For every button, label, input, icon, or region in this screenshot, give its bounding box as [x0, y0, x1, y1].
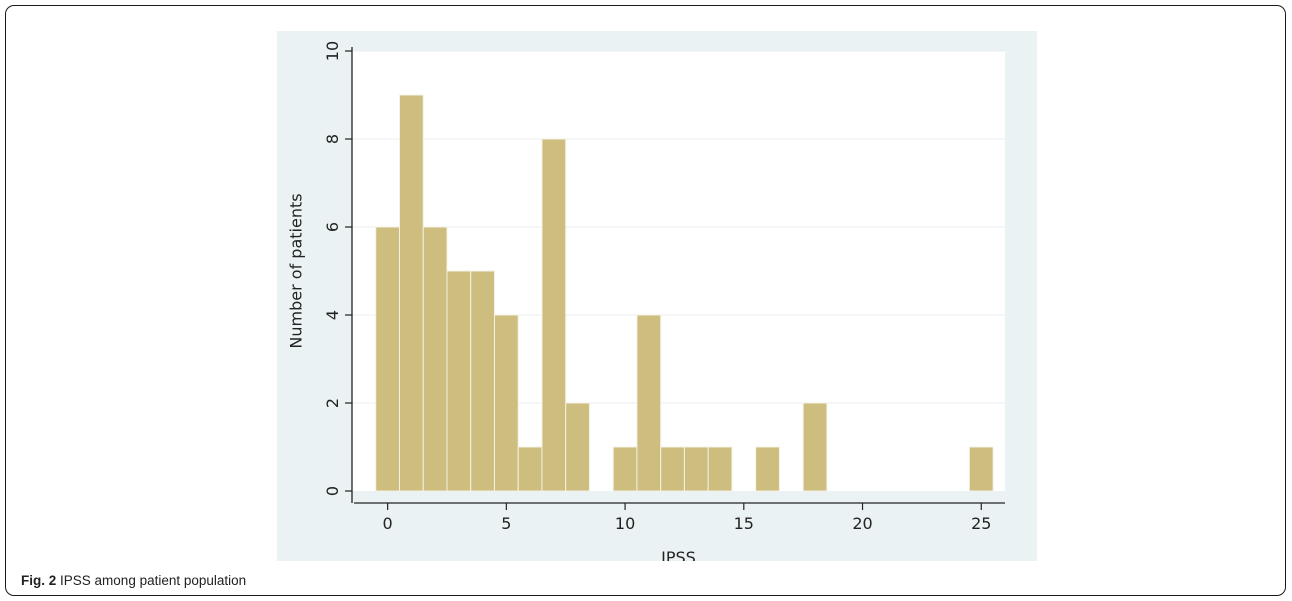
y-tick-label: 4: [323, 310, 342, 320]
x-axis-label: IPSS: [661, 548, 696, 561]
y-tick-label: 8: [323, 134, 342, 144]
bar-ipss-10: [612, 446, 638, 492]
bar-ipss-1: [398, 94, 424, 492]
bar-ipss-2: [422, 226, 448, 492]
bar-ipss-14: [707, 446, 733, 492]
bar-ipss-4: [470, 270, 495, 492]
chart-panel: 0 2 4 6 8 10 0 5 10 15 20 25 IPSS Number of patient…: [277, 31, 1037, 561]
x-tick-label: 20: [852, 514, 872, 533]
y-tick-label: 2: [323, 398, 342, 408]
bar-ipss-0: [375, 226, 400, 492]
y-tick-label: 10: [323, 41, 342, 61]
x-tick-label: 15: [734, 514, 754, 533]
bars: [375, 94, 994, 492]
y-tick-label: 6: [323, 222, 342, 232]
figure-label: Fig. 2: [21, 573, 57, 588]
bar-ipss-6: [517, 446, 543, 492]
bar-ipss-25: [968, 446, 994, 492]
ipss-histogram: 0 2 4 6 8 10 0 5 10 15 20 25 IPSS Number of patient…: [287, 41, 1005, 561]
figure-caption: Fig. 2 IPSS among patient population: [21, 573, 246, 588]
bar-ipss-18: [802, 402, 828, 492]
x-tick-label: 5: [501, 514, 511, 533]
x-tick-label: 10: [615, 514, 635, 533]
y-tick-label: 0: [323, 486, 342, 496]
axes: [345, 47, 1005, 510]
y-axis-label: Number of patients: [287, 193, 306, 348]
tick-labels: 0 2 4 6 8 10 0 5 10 15 20 25: [323, 41, 991, 533]
x-tick-label: 0: [383, 514, 393, 533]
bar-ipss-13: [683, 446, 709, 492]
figure-caption-text: IPSS among patient population: [60, 573, 247, 588]
bar-ipss-11: [636, 314, 662, 492]
figure-frame: 0 2 4 6 8 10 0 5 10 15 20 25 IPSS Number of patient…: [5, 5, 1286, 596]
bar-ipss-16: [755, 446, 780, 492]
bar-ipss-8: [565, 402, 590, 492]
x-tick-label: 25: [971, 514, 991, 533]
bar-ipss-7: [541, 138, 567, 492]
bar-ipss-3: [446, 270, 472, 492]
bar-ipss-12: [660, 446, 685, 492]
bar-ipss-5: [493, 314, 519, 492]
